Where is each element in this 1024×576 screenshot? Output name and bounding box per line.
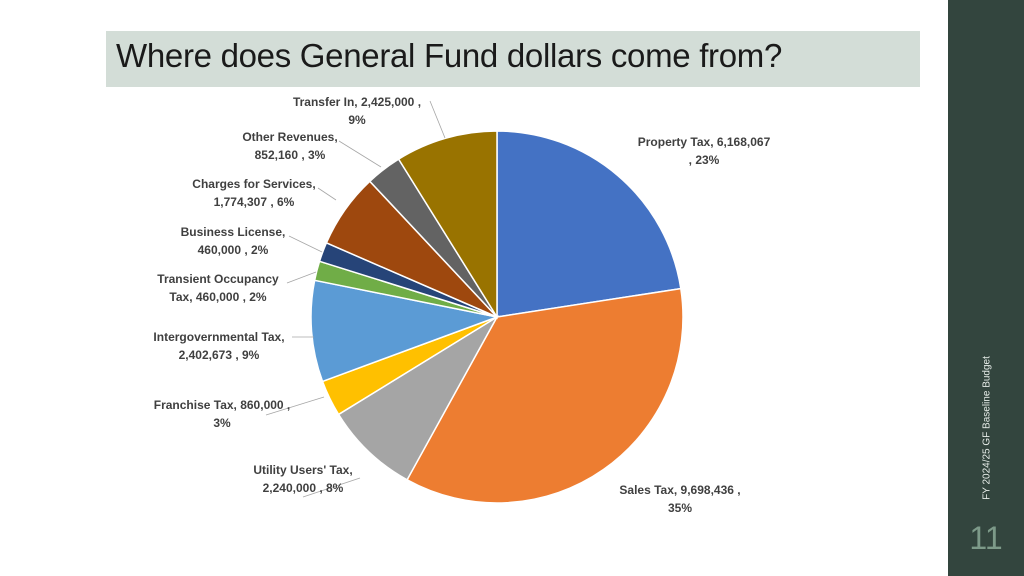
leader-line <box>317 187 337 201</box>
slice-label: Sales Tax, 9,698,436 , 35% <box>619 483 740 515</box>
leader-lines <box>265 100 446 498</box>
pie-slice-sales-tax <box>406 287 684 504</box>
slice-label: Franchise Tax, 860,000 , 3% <box>154 398 291 430</box>
slice-label: Property Tax, 6,168,067, 23% <box>638 135 771 167</box>
slice-label: Utility Users' Tax, 2,240,000 , 8% <box>253 463 352 495</box>
slice-label: Transfer In, 2,425,000 , 9% <box>293 95 421 127</box>
side-caption: FY 2024/25 GF Baseline Budget <box>981 356 993 500</box>
slice-label: Business License, 460,000 , 2% <box>181 225 286 257</box>
pie-slice-transfer-in <box>397 130 498 320</box>
slice-label: Charges for Services, 1,774,307 , 6% <box>192 177 315 209</box>
pie-slice-utility-users-tax <box>337 314 500 481</box>
pie-slices <box>310 130 684 504</box>
leader-line <box>286 271 317 284</box>
slice-label: Intergovernmental Tax, 2,402,673 , 9% <box>153 330 284 362</box>
leader-line <box>288 235 323 253</box>
pie-slice-property-tax <box>496 130 682 318</box>
pie-slice-intergovernmental-tax <box>310 279 500 383</box>
slide-title: Where does General Fund dollars come fro… <box>116 37 783 74</box>
leader-line <box>429 100 446 139</box>
leader-line <box>338 140 382 168</box>
page-number: 11 <box>969 520 1003 556</box>
pie-chart: Property Tax, 6,168,067, 23% Sales Tax, 9… <box>153 95 770 515</box>
slice-label: Transient Occupancy Tax, 460,000 , 2% <box>157 272 279 304</box>
slice-label: Other Revenues, 852,160 , 3% <box>242 130 337 162</box>
leader-line <box>265 396 325 416</box>
title-bar: Where does General Fund dollars come fro… <box>106 31 920 87</box>
slice-labels: Property Tax, 6,168,067, 23% Sales Tax, 9… <box>153 95 770 515</box>
side-band <box>948 0 1024 576</box>
leader-line <box>302 477 361 498</box>
